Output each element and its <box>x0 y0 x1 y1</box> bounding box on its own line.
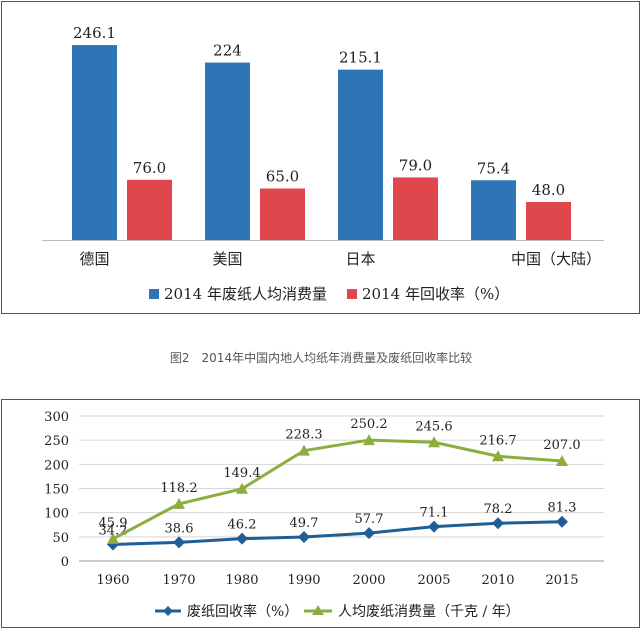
y-tick-label: 150 <box>44 483 69 498</box>
data-point-diamond <box>428 520 440 533</box>
x-tick-label: 1960 <box>96 573 129 588</box>
data-point-diamond <box>107 538 119 551</box>
data-point-triangle <box>236 482 248 494</box>
x-tick-label: 1990 <box>287 573 320 588</box>
data-label: 149.4 <box>223 466 260 481</box>
y-tick-label: 250 <box>44 434 69 449</box>
bar-recovery-rate <box>127 179 172 240</box>
bar-consumption <box>338 69 383 240</box>
data-label: 245.6 <box>415 419 452 434</box>
data-label: 49.7 <box>290 516 319 531</box>
data-label: 207.0 <box>543 438 580 453</box>
data-point-diamond <box>173 536 185 549</box>
data-point-diamond <box>556 515 568 528</box>
data-label: 76.0 <box>133 159 166 177</box>
y-tick-label: 100 <box>44 507 69 522</box>
legend-label: 废纸回收率（%） <box>187 603 298 620</box>
data-label: 81.3 <box>548 501 577 516</box>
data-label: 46.2 <box>228 518 257 533</box>
data-point-diamond <box>363 527 375 540</box>
data-point-triangle <box>107 532 119 544</box>
x-tick-label: 德国 <box>79 250 109 268</box>
data-point-diamond <box>236 532 248 545</box>
data-label: 48.0 <box>532 181 565 199</box>
data-label: 78.2 <box>484 502 513 517</box>
figure-caption: 图2 2014年中国内地人均纸年消费量及废纸回收率比较 <box>169 351 473 365</box>
legend-marker-diamond <box>163 606 173 616</box>
bar-recovery-rate <box>260 188 305 240</box>
bar-consumption <box>471 180 516 240</box>
data-point-triangle <box>556 454 568 466</box>
data-label: 45.9 <box>99 516 128 531</box>
bar-chart-panel: 246.1 76.0 德国 224 65.0 美国 215.1 79.0 日本 75.4 48.0 中… <box>1 1 640 314</box>
data-point-triangle <box>428 436 440 448</box>
x-tick-label: 中国（大陆） <box>511 250 601 268</box>
x-tick-label: 2000 <box>352 573 385 588</box>
bar-consumption <box>72 45 117 240</box>
data-point-triangle <box>173 497 185 509</box>
x-tick-label: 2005 <box>417 573 450 588</box>
bar-recovery-rate <box>393 177 438 240</box>
bar-chart: 246.1 76.0 德国 224 65.0 美国 215.1 79.0 日本 75.4 48.0 中… <box>42 24 604 303</box>
data-label: 250.2 <box>350 417 387 432</box>
data-point-triangle <box>492 450 504 462</box>
x-tick-label: 1980 <box>225 573 258 588</box>
consumption-line <box>112 438 563 541</box>
data-label: 71.1 <box>420 506 449 521</box>
data-label: 57.7 <box>355 512 384 527</box>
data-label: 228.3 <box>285 428 322 443</box>
data-point-triangle <box>363 434 375 446</box>
legend-label: 2014 年回收率（%） <box>362 285 509 303</box>
legend-label: 2014 年废纸人均消费量 <box>164 285 327 303</box>
data-label: 79.0 <box>399 156 432 174</box>
legend-marker-triangle <box>312 605 324 615</box>
line-chart: 0 50 100 150 200 250 300 1960 1970 1980 1990 2000 20… <box>44 410 604 620</box>
data-label: 65.0 <box>266 168 299 186</box>
x-tick-label: 2015 <box>545 573 578 588</box>
y-tick-label: 200 <box>44 458 69 473</box>
legend-label: 人均废纸消费量（千克 / 年） <box>338 604 520 620</box>
data-label: 38.6 <box>165 521 194 536</box>
bar-recovery-rate <box>526 201 571 240</box>
y-tick-label: 50 <box>52 531 69 546</box>
y-tick-label: 0 <box>61 555 69 570</box>
data-label: 216.7 <box>479 433 516 448</box>
data-label: 224 <box>213 42 242 60</box>
legend-swatch <box>149 289 159 299</box>
data-point-triangle <box>298 444 310 456</box>
data-point-diamond <box>492 517 504 530</box>
x-tick-label: 美国 <box>212 250 242 268</box>
data-label: 215.1 <box>339 49 382 67</box>
data-label: 118.2 <box>160 481 197 496</box>
line-chart-panel: 0 50 100 150 200 250 300 1960 1970 1980 1990 2000 20… <box>1 399 640 628</box>
data-label: 75.4 <box>477 159 510 177</box>
x-tick-label: 日本 <box>345 250 375 268</box>
x-tick-label: 2010 <box>481 573 514 588</box>
y-tick-label: 300 <box>44 410 69 425</box>
x-tick-label: 1970 <box>162 573 195 588</box>
data-label: 246.1 <box>73 24 116 42</box>
legend-swatch <box>347 289 357 299</box>
data-point-diamond <box>298 530 310 543</box>
recovery-rate-line <box>112 520 563 546</box>
bar-consumption <box>205 62 250 241</box>
